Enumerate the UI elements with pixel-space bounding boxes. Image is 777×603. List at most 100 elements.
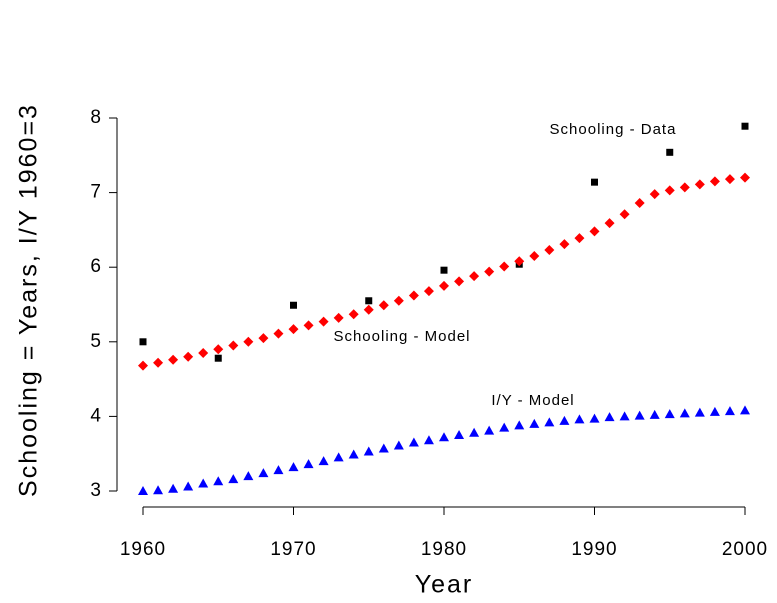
- point: [258, 333, 269, 344]
- point: [378, 443, 389, 453]
- point: [574, 233, 585, 244]
- y-tick-label: 8: [90, 107, 102, 128]
- point: [290, 301, 297, 309]
- point: [153, 485, 164, 495]
- point: [138, 486, 148, 495]
- point: [499, 422, 510, 432]
- x-tick-label: 2000: [722, 539, 768, 560]
- point: [333, 312, 344, 323]
- point: [666, 148, 674, 156]
- point: [724, 406, 735, 416]
- x-tick-label: 1990: [571, 539, 617, 560]
- y-axis-label: Schooling = Years, I/Y 1960=3: [15, 103, 43, 497]
- point: [741, 122, 749, 130]
- y-tick-label: 4: [90, 405, 102, 426]
- point: [634, 198, 645, 209]
- point: [138, 360, 148, 371]
- point: [439, 280, 449, 291]
- point: [393, 440, 404, 450]
- point: [709, 176, 720, 187]
- y-tick-label: 6: [90, 256, 102, 277]
- point: [724, 174, 735, 185]
- point: [213, 476, 224, 486]
- point: [198, 478, 209, 488]
- point: [423, 286, 434, 297]
- point: [243, 471, 254, 481]
- series-annotation: I/Y - Model: [491, 392, 574, 409]
- point: [153, 357, 164, 368]
- point: [679, 182, 690, 193]
- x-tick-label: 1970: [270, 539, 316, 560]
- point: [363, 304, 374, 315]
- point: [228, 340, 239, 351]
- x-tick-label: 1960: [120, 539, 166, 560]
- y-tick-label: 3: [90, 480, 102, 501]
- point: [439, 432, 449, 442]
- point: [258, 468, 269, 478]
- point: [514, 420, 525, 430]
- point: [694, 407, 705, 417]
- y-tick-label: 5: [90, 331, 102, 352]
- point: [273, 465, 284, 475]
- point: [649, 409, 660, 419]
- point: [228, 474, 239, 484]
- point: [634, 410, 645, 420]
- point: [213, 344, 224, 355]
- point: [139, 338, 147, 346]
- point: [454, 430, 465, 440]
- point: [649, 189, 660, 200]
- point: [694, 179, 705, 190]
- point: [440, 266, 448, 274]
- point: [544, 417, 555, 427]
- point: [378, 300, 389, 311]
- point: [363, 446, 374, 456]
- point: [469, 427, 480, 437]
- point: [423, 435, 434, 445]
- point: [589, 413, 600, 423]
- point: [288, 324, 299, 335]
- point: [604, 412, 615, 422]
- point: [408, 437, 419, 447]
- point: [183, 351, 194, 362]
- point: [559, 239, 570, 250]
- point: [243, 336, 254, 347]
- point: [183, 481, 194, 491]
- point: [529, 251, 540, 262]
- y-tick-label: 7: [90, 182, 102, 203]
- point: [469, 271, 480, 282]
- point: [664, 185, 675, 196]
- point: [740, 172, 750, 183]
- point: [619, 411, 630, 421]
- point: [574, 414, 585, 424]
- series-annotation: Schooling - Data: [550, 121, 677, 138]
- point: [408, 290, 419, 301]
- point: [365, 297, 373, 305]
- point: [604, 218, 615, 229]
- point: [348, 449, 359, 459]
- point: [709, 406, 720, 416]
- point: [198, 347, 209, 358]
- point: [679, 408, 690, 418]
- point: [664, 409, 675, 419]
- point: [333, 452, 344, 462]
- point: [740, 405, 750, 415]
- point: [589, 226, 600, 237]
- series-annotation: Schooling - Model: [333, 328, 470, 345]
- point: [454, 276, 465, 287]
- x-tick-label: 1980: [421, 539, 467, 560]
- point: [499, 261, 510, 272]
- point: [559, 415, 570, 425]
- x-axis-label: Year: [415, 571, 474, 599]
- point: [168, 483, 179, 493]
- point: [303, 320, 314, 331]
- point: [318, 456, 329, 466]
- point: [168, 354, 179, 365]
- point: [393, 295, 404, 306]
- point: [484, 266, 495, 277]
- point: [591, 178, 598, 186]
- point: [303, 459, 314, 469]
- point: [288, 462, 299, 472]
- point: [273, 328, 284, 339]
- point: [529, 418, 540, 428]
